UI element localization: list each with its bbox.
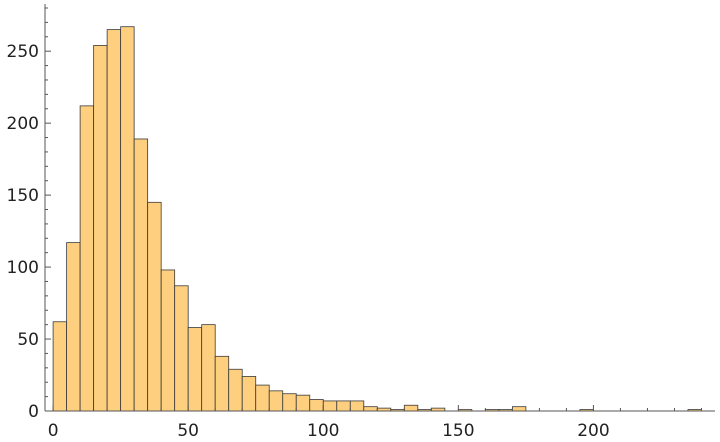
histogram-bar-80 xyxy=(268,390,284,412)
histogram-bars xyxy=(52,26,702,412)
y-tick-label: 0 xyxy=(28,402,39,422)
histogram-bar-100 xyxy=(322,400,338,412)
histogram-bar-115 xyxy=(363,406,378,412)
histogram-bar-95 xyxy=(309,399,324,412)
histogram-bar-70 xyxy=(241,376,257,412)
histogram-bar-35 xyxy=(147,201,162,412)
histogram-bar-55 xyxy=(201,324,216,412)
histogram-bar-105 xyxy=(336,400,351,412)
x-tick-label: 50 xyxy=(177,421,199,441)
x-tick-label: 100 xyxy=(307,421,339,441)
histogram-bar-5 xyxy=(66,242,81,412)
y-tick-label: 150 xyxy=(7,186,39,206)
histogram-bar-60 xyxy=(214,355,230,412)
axes xyxy=(44,4,715,412)
histogram-bar-15 xyxy=(93,45,108,412)
histogram-bar-25 xyxy=(120,26,135,412)
histogram-bar-90 xyxy=(295,394,311,412)
histogram-bar-170 xyxy=(511,406,527,412)
y-tick-label: 250 xyxy=(7,42,39,62)
y-tick-label: 50 xyxy=(17,330,39,350)
histogram-bar-0 xyxy=(52,321,68,412)
x-tick-label: 200 xyxy=(577,421,609,441)
histogram-bar-85 xyxy=(282,393,297,412)
histogram-bar-30 xyxy=(133,138,149,412)
tick-labels: 0 50 100 150 200 0 50 100 150 200 250 xyxy=(7,42,610,441)
histogram-bar-45 xyxy=(174,285,189,412)
histogram-bar-10 xyxy=(79,105,95,412)
histogram-bar-40 xyxy=(160,269,176,412)
histogram-bar-50 xyxy=(187,327,203,412)
histogram-bar-110 xyxy=(349,400,365,412)
x-tick-label: 150 xyxy=(442,421,474,441)
histogram-bar-20 xyxy=(106,29,122,412)
axis-ticks xyxy=(45,7,702,412)
histogram-bar-75 xyxy=(255,384,270,412)
y-tick-label: 100 xyxy=(7,258,39,278)
histogram-bar-65 xyxy=(228,368,243,412)
x-tick-label: 0 xyxy=(48,421,59,441)
histogram-bar-130 xyxy=(403,404,419,412)
y-tick-label: 200 xyxy=(7,114,39,134)
